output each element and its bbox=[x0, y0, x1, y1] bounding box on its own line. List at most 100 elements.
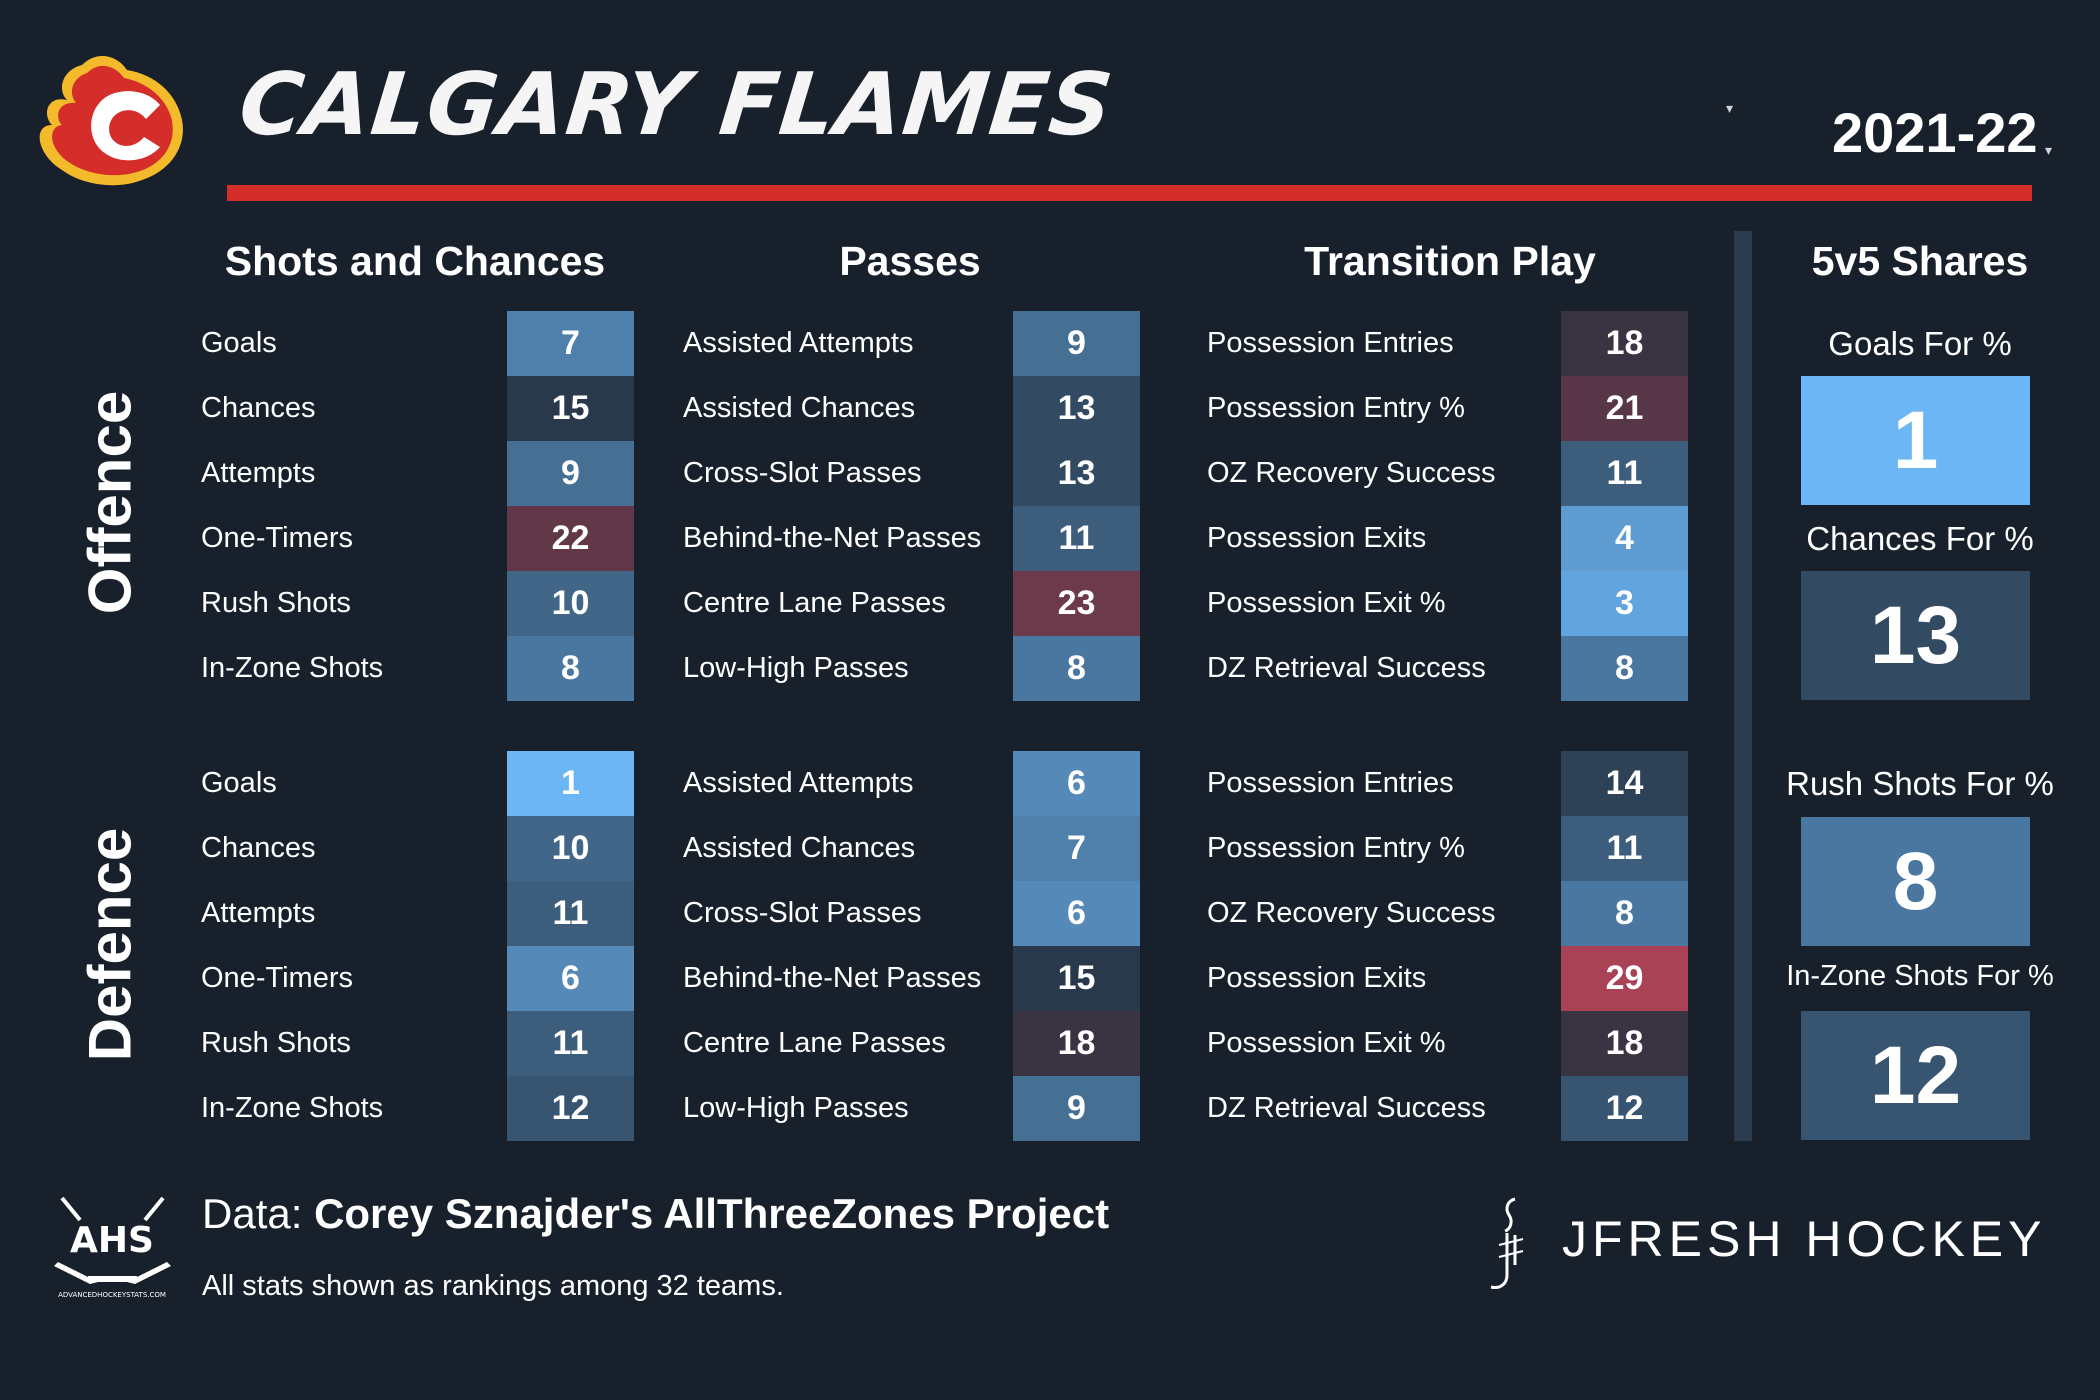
stat-label: Goals bbox=[201, 767, 277, 799]
stat-label: In-Zone Shots bbox=[201, 652, 384, 684]
rank-cell: 3 bbox=[1561, 571, 1688, 636]
stat-label: Behind-the-Net Passes bbox=[683, 522, 982, 554]
ahs-logo-text: AHS bbox=[70, 1220, 154, 1261]
section-header-transition: Transition Play bbox=[1304, 238, 1596, 284]
rank-cell: 8 bbox=[1013, 636, 1140, 701]
rank-cell: 14 bbox=[1561, 751, 1688, 816]
stat-label: Attempts bbox=[201, 457, 316, 489]
stat-label: OZ Recovery Success bbox=[1207, 897, 1496, 929]
rank-cell: 4 bbox=[1561, 506, 1688, 571]
stat-label: Assisted Attempts bbox=[683, 767, 914, 799]
rank-cell: 11 bbox=[507, 1011, 634, 1076]
rank-cell: 11 bbox=[1561, 816, 1688, 881]
team-dropdown-caret-icon[interactable]: ▾ bbox=[1726, 100, 1734, 116]
stat-label: One-Timers bbox=[201, 522, 353, 554]
stat-label: Rush Shots bbox=[201, 1027, 351, 1059]
rank-cell: 11 bbox=[507, 881, 634, 946]
rank-cell: 9 bbox=[1013, 1076, 1140, 1141]
group-label-defence: Defence bbox=[76, 827, 144, 1062]
stat-label: OZ Recovery Success bbox=[1207, 457, 1496, 489]
rank-cell: 10 bbox=[507, 816, 634, 881]
stat-label: Low-High Passes bbox=[683, 652, 909, 684]
season-dropdown-caret-icon[interactable]: ▾ bbox=[2045, 142, 2053, 158]
jfresh-hockey-brand: JFRESH HOCKEY bbox=[1562, 1211, 2047, 1267]
share-value-box: 12 bbox=[1801, 1011, 2030, 1140]
stat-label: Possession Exits bbox=[1207, 962, 1427, 994]
stat-label: Possession Exit % bbox=[1207, 587, 1446, 619]
team-title[interactable]: CALGARY FLAMES bbox=[234, 55, 1118, 155]
rank-cell: 1 bbox=[507, 751, 634, 816]
group-label-offence: Offence bbox=[76, 390, 144, 615]
stat-label: Rush Shots bbox=[201, 587, 351, 619]
stat-label: Centre Lane Passes bbox=[683, 1027, 946, 1059]
share-label: Rush Shots For % bbox=[1786, 765, 2054, 802]
rank-cell: 18 bbox=[1013, 1011, 1140, 1076]
rank-cell: 13 bbox=[1013, 441, 1140, 506]
rank-cell: 23 bbox=[1013, 571, 1140, 636]
stat-label: Chances bbox=[201, 392, 316, 424]
calgary-flames-logo bbox=[39, 55, 183, 186]
stat-label: DZ Retrieval Success bbox=[1207, 1092, 1486, 1124]
stat-label: Possession Entry % bbox=[1207, 832, 1465, 864]
rank-cell: 12 bbox=[507, 1076, 634, 1141]
data-source-name: Corey Sznajder's AllThreeZones Project bbox=[314, 1190, 1110, 1237]
stat-label: Assisted Chances bbox=[683, 392, 916, 424]
shares-divider bbox=[1734, 231, 1752, 1141]
rank-cell: 6 bbox=[1013, 881, 1140, 946]
stat-label: Assisted Chances bbox=[683, 832, 916, 864]
rank-cell: 6 bbox=[507, 946, 634, 1011]
stat-label: One-Timers bbox=[201, 962, 353, 994]
rank-cell: 12 bbox=[1561, 1076, 1688, 1141]
ranking-note: All stats shown as rankings among 32 tea… bbox=[202, 1270, 784, 1302]
share-label: Chances For % bbox=[1806, 520, 2034, 557]
rank-cell: 18 bbox=[1561, 311, 1688, 376]
stat-label: Cross-Slot Passes bbox=[683, 457, 922, 489]
stat-label: Possession Entries bbox=[1207, 767, 1454, 799]
rank-cell: 9 bbox=[507, 441, 634, 506]
ahs-logo: AHS ADVANCEDHOCKEYSTATS.COM bbox=[54, 1196, 171, 1299]
title-underline bbox=[227, 185, 2032, 201]
stat-label: Possession Exit % bbox=[1207, 1027, 1446, 1059]
stat-label: Goals bbox=[201, 327, 277, 359]
rank-cell: 11 bbox=[1013, 506, 1140, 571]
rank-cell: 11 bbox=[1561, 441, 1688, 506]
stat-label: Possession Exits bbox=[1207, 522, 1427, 554]
stat-label: Possession Entry % bbox=[1207, 392, 1465, 424]
jfresh-hockey-logo-icon bbox=[1490, 1197, 1524, 1289]
rank-cell: 10 bbox=[507, 571, 634, 636]
stat-label: Centre Lane Passes bbox=[683, 587, 946, 619]
rank-cell: 8 bbox=[1561, 636, 1688, 701]
stat-label: Cross-Slot Passes bbox=[683, 897, 922, 929]
rank-cell: 15 bbox=[507, 376, 634, 441]
stat-label: DZ Retrieval Success bbox=[1207, 652, 1486, 684]
rank-cell: 22 bbox=[507, 506, 634, 571]
data-source: Data: Corey Sznajder's AllThreeZones Pro… bbox=[202, 1190, 1109, 1238]
stat-label: Assisted Attempts bbox=[683, 327, 914, 359]
rank-cell: 15 bbox=[1013, 946, 1140, 1011]
stat-label: Low-High Passes bbox=[683, 1092, 909, 1124]
stat-label: In-Zone Shots bbox=[201, 1092, 384, 1124]
stat-label: Behind-the-Net Passes bbox=[683, 962, 982, 994]
share-label: Goals For % bbox=[1828, 325, 2012, 362]
rank-cell: 6 bbox=[1013, 751, 1140, 816]
share-value-box: 8 bbox=[1801, 817, 2030, 946]
rank-cell: 29 bbox=[1561, 946, 1688, 1011]
stat-label: Attempts bbox=[201, 897, 316, 929]
rank-cell: 9 bbox=[1013, 311, 1140, 376]
data-source-prefix: Data: bbox=[202, 1190, 315, 1237]
rank-cell: 18 bbox=[1561, 1011, 1688, 1076]
stat-label: Chances bbox=[201, 832, 316, 864]
section-header-passes: Passes bbox=[839, 238, 981, 284]
season-selector[interactable]: 2021-22 bbox=[1832, 101, 2038, 164]
rank-cell: 8 bbox=[507, 636, 634, 701]
rank-cell: 8 bbox=[1561, 881, 1688, 946]
ahs-logo-url: ADVANCEDHOCKEYSTATS.COM bbox=[58, 1291, 166, 1299]
share-label: In-Zone Shots For % bbox=[1786, 960, 2054, 992]
rank-cell: 21 bbox=[1561, 376, 1688, 441]
rank-cell: 13 bbox=[1013, 376, 1140, 441]
share-value-box: 1 bbox=[1801, 376, 2030, 505]
rank-cell: 7 bbox=[507, 311, 634, 376]
rank-cell: 7 bbox=[1013, 816, 1140, 881]
share-value-box: 13 bbox=[1801, 571, 2030, 700]
section-header-shares: 5v5 Shares bbox=[1811, 238, 2029, 284]
